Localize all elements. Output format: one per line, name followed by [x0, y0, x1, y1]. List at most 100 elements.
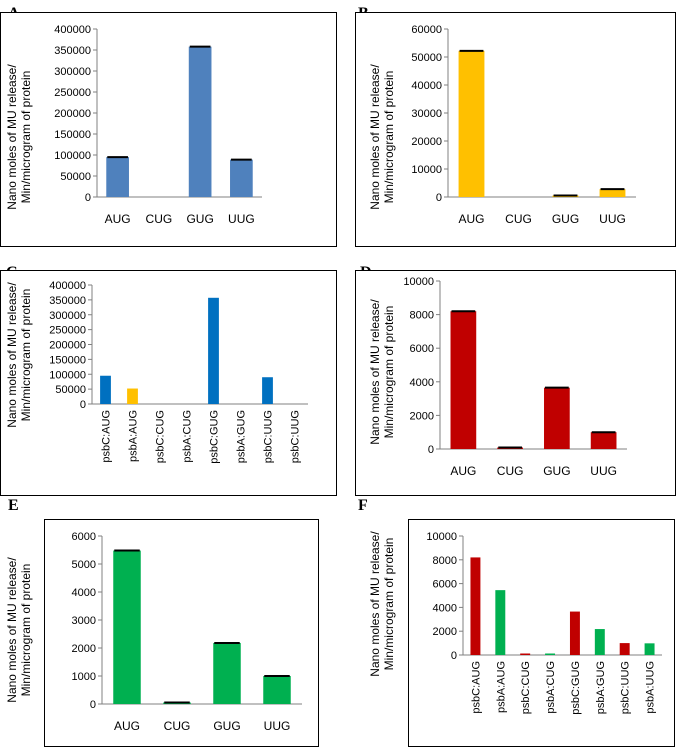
panel-a-frame — [0, 12, 337, 247]
x-tick-label: AUG — [114, 719, 140, 733]
x-tick-label: GUG — [543, 464, 570, 478]
y-tick-label: 350000 — [49, 295, 86, 307]
x-tick-label: psbA:UUG — [645, 661, 657, 714]
x-tick-label: psbC:GUG — [209, 410, 221, 464]
y-tick-label: 2000 — [72, 643, 96, 655]
x-tick-label: UUG — [264, 719, 291, 733]
y-tick-label: 20000 — [411, 136, 442, 148]
y-tick-label: 300000 — [49, 310, 86, 322]
x-tick-label: psbC:UUG — [263, 410, 275, 463]
bar — [544, 387, 570, 449]
y-axis-title-line2: Min/microgram of protein — [382, 71, 396, 204]
y-tick-label: 4000 — [410, 377, 434, 389]
y-tick-label: 0 — [85, 192, 91, 204]
x-tick-label: GUG — [186, 212, 213, 226]
bar — [599, 189, 626, 197]
y-tick-label: 4000 — [72, 587, 96, 599]
bar — [594, 629, 605, 655]
y-axis-title-line1: Nano moles of MU release/ — [368, 64, 382, 210]
x-tick-label: psbC:CUG — [155, 410, 167, 463]
y-axis-title-line1: Nano moles of MU release/ — [368, 299, 382, 445]
y-tick-label: 0 — [436, 192, 442, 204]
y-tick-label: 400000 — [49, 280, 86, 292]
y-tick-label: 50000 — [60, 171, 91, 183]
x-tick-label: psbA:CUG — [182, 410, 194, 463]
y-tick-label: 30000 — [411, 108, 442, 120]
bar — [644, 643, 655, 655]
y-tick-label: 300000 — [54, 66, 91, 78]
x-tick-label: UUG — [228, 212, 255, 226]
y-tick-label: 2000 — [410, 410, 434, 422]
y-tick-label: 0 — [451, 650, 457, 662]
x-tick-label: CUG — [505, 212, 532, 226]
y-tick-label: 0 — [90, 699, 96, 711]
x-tick-label: psbC:AUG — [101, 410, 113, 463]
y-axis-title-line2: Min/microgram of protein — [382, 538, 396, 671]
panel-c-frame — [0, 270, 337, 496]
bar — [619, 643, 630, 655]
y-tick-label: 6000 — [410, 343, 434, 355]
panel-b-frame — [355, 12, 676, 247]
x-tick-label: AUG — [450, 464, 476, 478]
x-tick-label: UUG — [590, 464, 617, 478]
y-tick-label: 10000 — [426, 531, 457, 543]
x-tick-label: psbC:UUG — [620, 661, 632, 714]
bar — [188, 46, 212, 197]
y-tick-label: 5000 — [72, 559, 96, 571]
y-axis-title-line2: Min/microgram of protein — [19, 289, 33, 422]
y-tick-label: 3000 — [72, 615, 96, 627]
bar — [263, 676, 291, 704]
bar — [127, 388, 138, 404]
y-tick-label: 8000 — [433, 555, 457, 567]
y-tick-label: 200000 — [54, 108, 91, 120]
y-tick-label: 250000 — [49, 325, 86, 337]
y-tick-label: 2000 — [433, 626, 457, 638]
bar — [569, 611, 580, 655]
y-tick-label: 150000 — [49, 354, 86, 366]
y-tick-label: 8000 — [410, 310, 434, 322]
y-tick-label: 50000 — [411, 52, 442, 64]
y-axis-title-line2: Min/microgram of protein — [19, 564, 33, 697]
y-tick-label: 10000 — [403, 276, 434, 288]
y-axis-title-line2: Min/microgram of protein — [382, 306, 396, 439]
bar — [100, 375, 111, 404]
y-tick-label: 40000 — [411, 80, 442, 92]
x-tick-label: CUG — [146, 212, 173, 226]
y-tick-label: 200000 — [49, 340, 86, 352]
bar — [262, 377, 273, 404]
x-tick-label: GUG — [552, 212, 579, 226]
panel-d-frame — [355, 270, 676, 496]
x-tick-label: UUG — [599, 212, 626, 226]
y-tick-label: 6000 — [433, 579, 457, 591]
panel-f-frame — [408, 519, 675, 747]
y-tick-label: 60000 — [411, 24, 442, 36]
y-tick-label: 400000 — [54, 24, 91, 36]
x-tick-label: psbC:UUG — [290, 410, 302, 463]
y-tick-label: 10000 — [411, 164, 442, 176]
x-tick-label: CUG — [497, 464, 524, 478]
bar — [520, 653, 531, 655]
bar — [495, 590, 506, 655]
y-axis-title-line2: Min/microgram of protein — [19, 71, 33, 204]
bar — [208, 297, 219, 404]
x-tick-label: AUG — [458, 212, 484, 226]
x-tick-label: psbA:GUG — [236, 410, 248, 463]
x-tick-label: psbC:AUG — [470, 661, 482, 714]
y-tick-label: 50000 — [55, 384, 86, 396]
y-tick-label: 4000 — [433, 602, 457, 614]
y-tick-label: 350000 — [54, 45, 91, 57]
bar — [590, 432, 617, 449]
bar — [470, 557, 481, 655]
bar — [113, 550, 141, 704]
panel-label-e: E — [8, 497, 19, 514]
panel-label-f: F — [358, 497, 368, 514]
y-tick-label: 1000 — [72, 671, 96, 683]
y-axis-title-line1: Nano moles of MU release/ — [5, 64, 19, 210]
y-tick-label: 250000 — [54, 87, 91, 99]
bar — [230, 159, 253, 197]
x-tick-label: psbC:CUG — [520, 661, 532, 714]
